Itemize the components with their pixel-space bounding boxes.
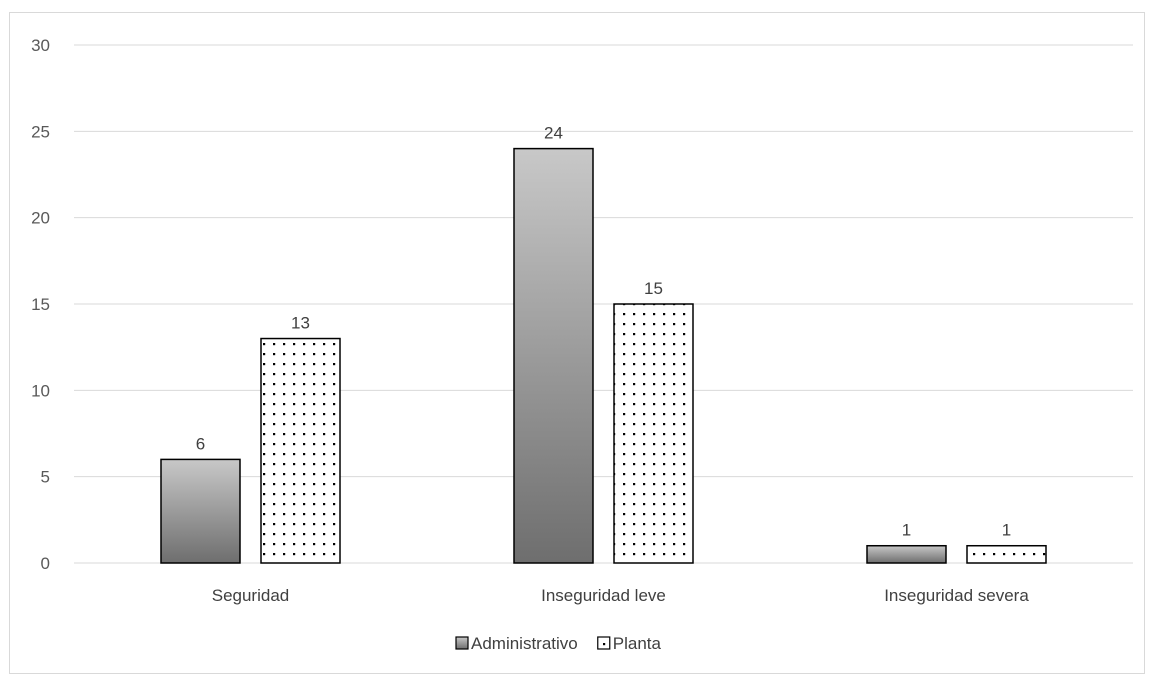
legend: Administrativo Planta bbox=[455, 634, 662, 653]
bar-planta bbox=[966, 544, 1047, 564]
y-tick-label: 5 bbox=[41, 468, 50, 487]
bar-administrativo bbox=[866, 544, 947, 564]
x-category-label: Seguridad bbox=[212, 586, 290, 605]
x-category-label: Inseguridad severa bbox=[884, 586, 1029, 605]
x-category-label: Inseguridad leve bbox=[541, 586, 666, 605]
y-tick-label: 15 bbox=[31, 295, 50, 314]
y-tick-label: 0 bbox=[41, 554, 50, 573]
y-tick-label: 20 bbox=[31, 209, 50, 228]
data-label: 1 bbox=[902, 521, 911, 540]
y-axis-ticks: 0 5 10 15 20 25 30 bbox=[31, 36, 50, 573]
bars bbox=[160, 147, 1047, 564]
y-tick-label: 10 bbox=[31, 381, 50, 400]
y-tick-label: 30 bbox=[31, 36, 50, 55]
data-label: 6 bbox=[196, 434, 205, 453]
data-label: 1 bbox=[1002, 521, 1011, 540]
data-labels: 6 13 24 15 1 1 bbox=[196, 124, 1011, 540]
gridlines bbox=[74, 44, 1133, 564]
legend-swatch bbox=[597, 636, 611, 650]
legend-swatch bbox=[455, 636, 469, 650]
data-label: 13 bbox=[291, 314, 310, 333]
legend-label: Planta bbox=[613, 634, 662, 653]
bar-planta bbox=[613, 303, 694, 564]
legend-label: Administrativo bbox=[471, 634, 578, 653]
y-tick-label: 25 bbox=[31, 122, 50, 141]
data-label: 15 bbox=[644, 279, 663, 298]
x-axis-categories: Seguridad Inseguridad leve Inseguridad sev… bbox=[212, 586, 1030, 605]
bar-administrativo bbox=[513, 147, 594, 564]
bar-administrativo bbox=[160, 458, 241, 564]
data-label: 24 bbox=[544, 124, 563, 143]
bar-planta bbox=[260, 337, 341, 564]
